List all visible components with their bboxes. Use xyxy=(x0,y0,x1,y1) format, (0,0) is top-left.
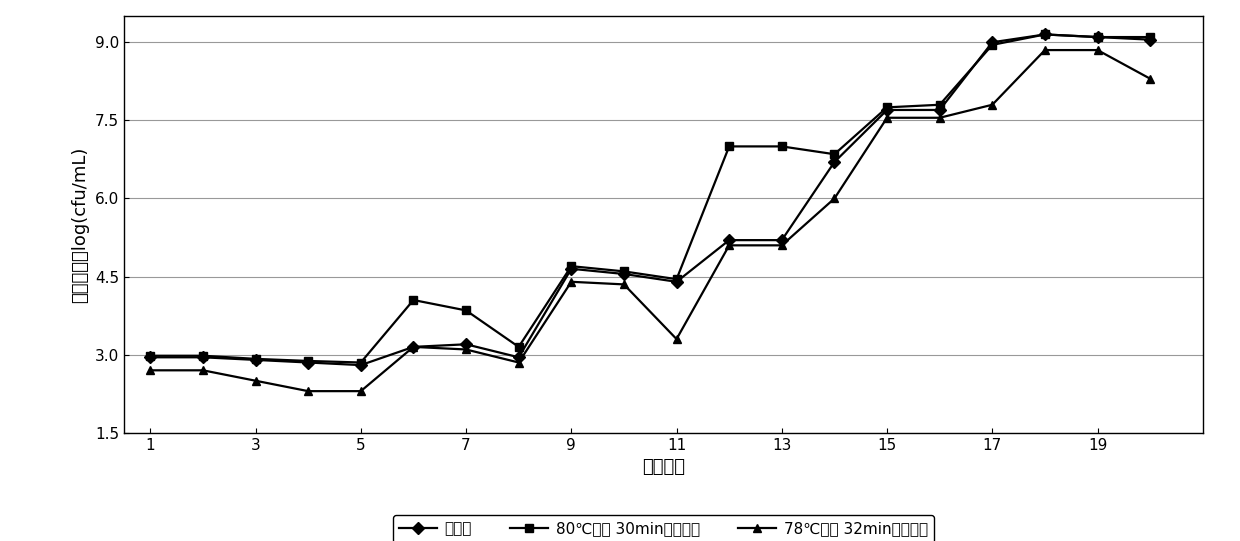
80℃水浴 30min检测结果 xyxy=(670,276,684,282)
添加量 xyxy=(511,354,526,360)
添加量 xyxy=(143,354,157,360)
80℃水浴 30min检测结果 xyxy=(301,358,316,364)
添加量 xyxy=(459,341,474,347)
添加量 xyxy=(932,107,947,113)
80℃水浴 30min检测结果 xyxy=(1090,34,1105,41)
78℃水浴 32min检测结果 xyxy=(932,115,947,121)
80℃水浴 30min检测结果 xyxy=(405,297,420,304)
添加量 xyxy=(353,362,368,368)
X-axis label: 样品数量: 样品数量 xyxy=(642,458,684,476)
80℃水浴 30min检测结果 xyxy=(511,344,526,350)
78℃水浴 32min检测结果 xyxy=(301,388,316,394)
80℃水浴 30min检测结果 xyxy=(459,307,474,314)
78℃水浴 32min检测结果 xyxy=(405,344,420,350)
添加量 xyxy=(774,237,789,243)
添加量 xyxy=(564,266,579,272)
添加量 xyxy=(1143,36,1158,43)
添加量 xyxy=(196,354,211,360)
78℃水浴 32min检测结果 xyxy=(985,102,999,108)
80℃水浴 30min检测结果 xyxy=(1038,31,1053,38)
78℃水浴 32min检测结果 xyxy=(670,336,684,342)
80℃水浴 30min检测结果 xyxy=(616,268,631,275)
78℃水浴 32min检测结果 xyxy=(1038,47,1053,54)
80℃水浴 30min检测结果 xyxy=(143,353,157,359)
78℃水浴 32min检测结果 xyxy=(616,281,631,288)
80℃水浴 30min检测结果 xyxy=(353,359,368,366)
添加量 xyxy=(1090,34,1105,41)
78℃水浴 32min检测结果 xyxy=(722,242,737,249)
80℃水浴 30min检测结果 xyxy=(932,102,947,108)
添加量 xyxy=(670,279,684,285)
添加量 xyxy=(405,344,420,350)
78℃水浴 32min检测结果 xyxy=(248,378,263,384)
78℃水浴 32min检测结果 xyxy=(511,359,526,366)
78℃水浴 32min检测结果 xyxy=(564,279,579,285)
添加量 xyxy=(301,359,316,366)
Legend: 添加量, 80℃水浴 30min检测结果, 78℃水浴 32min检测结果: 添加量, 80℃水浴 30min检测结果, 78℃水浴 32min检测结果 xyxy=(393,516,934,541)
80℃水浴 30min检测结果 xyxy=(879,104,894,110)
78℃水浴 32min检测结果 xyxy=(827,195,842,202)
添加量 xyxy=(827,159,842,166)
80℃水浴 30min检测结果 xyxy=(564,263,579,269)
78℃水浴 32min检测结果 xyxy=(459,346,474,353)
添加量 xyxy=(1038,31,1053,38)
80℃水浴 30min检测结果 xyxy=(827,151,842,157)
80℃水浴 30min检测结果 xyxy=(196,353,211,359)
78℃水浴 32min检测结果 xyxy=(1090,47,1105,54)
78℃水浴 32min检测结果 xyxy=(879,115,894,121)
78℃水浴 32min检测结果 xyxy=(774,242,789,249)
Line: 80℃水浴 30min检测结果: 80℃水浴 30min检测结果 xyxy=(146,30,1154,367)
添加量 xyxy=(722,237,737,243)
78℃水浴 32min检测结果 xyxy=(353,388,368,394)
78℃水浴 32min检测结果 xyxy=(143,367,157,373)
添加量 xyxy=(616,270,631,277)
78℃水浴 32min检测结果 xyxy=(196,367,211,373)
80℃水浴 30min检测结果 xyxy=(722,143,737,150)
Line: 添加量: 添加量 xyxy=(146,30,1154,370)
80℃水浴 30min检测结果 xyxy=(1143,34,1158,41)
添加量 xyxy=(985,39,999,45)
Line: 78℃水浴 32min检测结果: 78℃水浴 32min检测结果 xyxy=(146,46,1154,395)
80℃水浴 30min检测结果 xyxy=(248,355,263,362)
80℃水浴 30min检测结果 xyxy=(774,143,789,150)
78℃水浴 32min检测结果 xyxy=(1143,75,1158,82)
添加量 xyxy=(879,107,894,113)
80℃水浴 30min检测结果 xyxy=(985,42,999,48)
添加量 xyxy=(248,357,263,363)
Y-axis label: 结果对数值log(cfu/mL): 结果对数值log(cfu/mL) xyxy=(72,146,89,303)
